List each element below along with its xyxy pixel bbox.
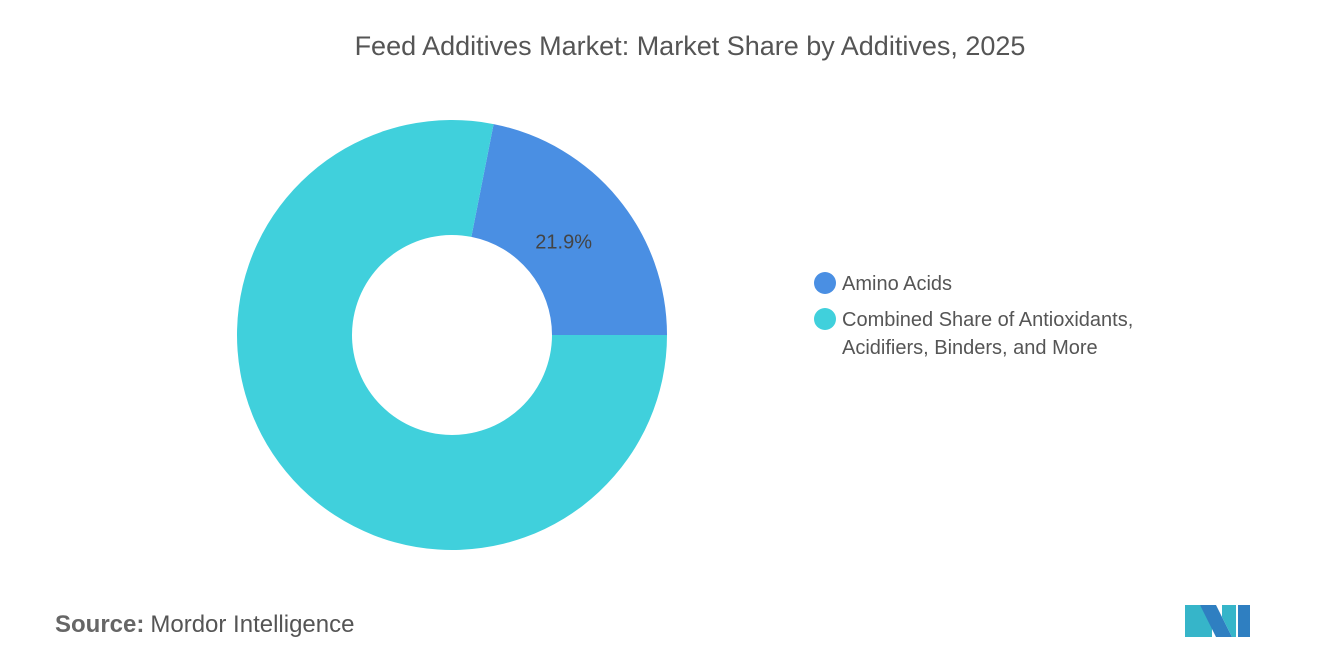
chart-title: Feed Additives Market: Market Share by A… xyxy=(355,31,1026,61)
slice xyxy=(237,120,667,551)
source-text: Mordor Intelligence xyxy=(150,611,355,638)
data-label: 21.9% xyxy=(535,231,592,253)
legend-swatch xyxy=(814,308,836,330)
legend-label: Amino Acids xyxy=(842,273,953,295)
legend-item: Amino Acids xyxy=(814,270,1182,298)
legend-swatch xyxy=(814,272,836,294)
source-label: Source: xyxy=(55,611,145,638)
logo xyxy=(1185,605,1250,637)
legend: Amino Acids Combined Share of Antioxidant… xyxy=(814,270,1182,370)
source: Source: Mordor Intelligence xyxy=(55,611,354,639)
slice xyxy=(471,124,667,335)
legend-item: Combined Share of Antioxidants, Acidifie… xyxy=(814,306,1182,362)
legend-label: Combined Share of Antioxidants, Acidifie… xyxy=(842,309,1134,359)
